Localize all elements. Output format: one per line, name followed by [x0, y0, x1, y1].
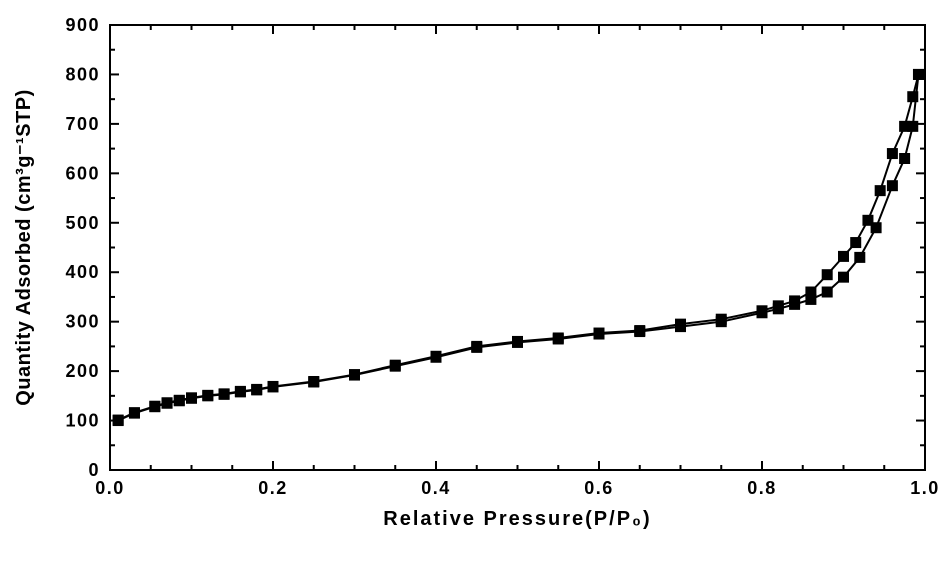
- x-tick-label: 1.0: [910, 478, 940, 498]
- marker-desorption: [252, 384, 262, 394]
- marker-desorption: [219, 389, 229, 399]
- marker-desorption: [773, 301, 783, 311]
- y-tick-label: 0: [88, 460, 100, 480]
- marker-desorption: [875, 186, 885, 196]
- marker-desorption: [390, 360, 400, 370]
- x-tick-label: 0.0: [95, 478, 125, 498]
- marker-desorption: [908, 92, 918, 102]
- marker-desorption: [635, 326, 645, 336]
- x-tick-label: 0.6: [584, 478, 614, 498]
- marker-desorption: [162, 398, 172, 408]
- marker-desorption: [863, 215, 873, 225]
- y-tick-label: 700: [65, 114, 100, 134]
- marker-desorption: [113, 415, 123, 425]
- marker-desorption: [129, 408, 139, 418]
- marker-desorption: [203, 390, 213, 400]
- y-tick-label: 900: [65, 15, 100, 35]
- marker-desorption: [187, 393, 197, 403]
- marker-desorption: [913, 69, 923, 79]
- marker-desorption: [851, 238, 861, 248]
- series-desorption: [118, 74, 918, 420]
- marker-adsorption: [822, 287, 832, 297]
- y-tick-label: 500: [65, 213, 100, 233]
- marker-desorption: [431, 351, 441, 361]
- marker-adsorption: [839, 272, 849, 282]
- series-adsorption: [118, 74, 918, 420]
- x-tick-label: 0.2: [258, 478, 288, 498]
- y-tick-label: 300: [65, 312, 100, 332]
- y-tick-label: 400: [65, 262, 100, 282]
- x-tick-label: 0.4: [421, 478, 451, 498]
- marker-desorption: [594, 328, 604, 338]
- marker-adsorption: [855, 252, 865, 262]
- y-axis-title: Quantity Adsorbed (cm³g⁻¹STP): [13, 89, 35, 406]
- marker-desorption: [790, 296, 800, 306]
- marker-adsorption: [900, 154, 910, 164]
- x-axis-title: Relative Pressure(P/P₀): [383, 508, 651, 530]
- marker-adsorption: [887, 181, 897, 191]
- marker-desorption: [900, 121, 910, 131]
- y-tick-label: 800: [65, 64, 100, 84]
- y-tick-label: 200: [65, 361, 100, 381]
- marker-desorption: [716, 314, 726, 324]
- x-tick-label: 0.8: [747, 478, 777, 498]
- chart-container: 0.0 0.2 0.4 0.6 0.8 1.0 0 100 200 300 400 500 600 700…: [0, 0, 947, 576]
- marker-desorption: [676, 319, 686, 329]
- isotherm-chart: 0.0 0.2 0.4 0.6 0.8 1.0 0 100 200 300 400 500 600 700…: [0, 0, 947, 576]
- y-tick-label: 100: [65, 411, 100, 431]
- marker-desorption: [350, 370, 360, 380]
- marker-desorption: [309, 376, 319, 386]
- marker-desorption: [150, 401, 160, 411]
- marker-desorption: [553, 333, 563, 343]
- marker-desorption: [822, 270, 832, 280]
- marker-desorption: [174, 395, 184, 405]
- marker-desorption: [268, 381, 278, 391]
- marker-desorption: [887, 149, 897, 159]
- marker-desorption: [839, 251, 849, 261]
- marker-desorption: [472, 341, 482, 351]
- marker-desorption: [235, 386, 245, 396]
- plot-frame: [110, 25, 925, 470]
- marker-desorption: [757, 306, 767, 316]
- y-tick-label: 600: [65, 163, 100, 183]
- marker-desorption: [513, 336, 523, 346]
- marker-desorption: [806, 287, 816, 297]
